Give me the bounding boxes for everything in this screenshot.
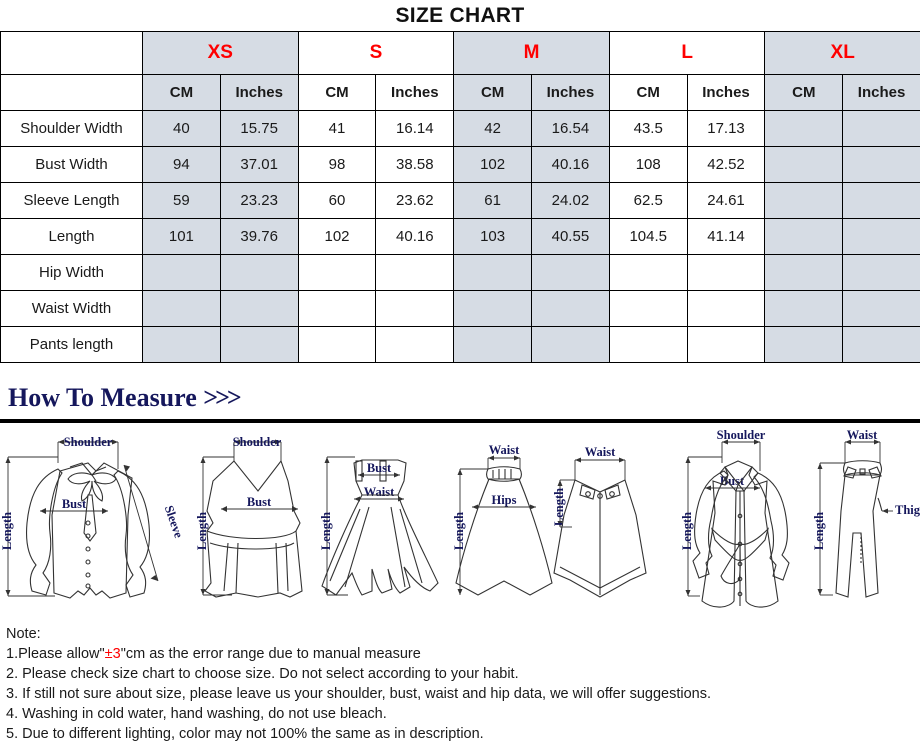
svg-text:Sleeve: Sleeve [162,504,186,540]
svg-text:Length: Length [0,512,14,550]
svg-text:Shoulder: Shoulder [64,435,113,449]
svg-text:Thigh: Thigh [895,503,920,517]
svg-text:Length: Length [452,512,466,550]
svg-text:Waist: Waist [847,428,878,442]
svg-text:Shoulder: Shoulder [717,428,766,442]
svg-text:Length: Length [680,512,694,550]
svg-text:Waist: Waist [585,445,616,459]
svg-text:Length: Length [319,512,333,550]
svg-text:Waist: Waist [489,443,520,457]
svg-text:Length: Length [812,512,826,550]
svg-text:Shoulder: Shoulder [233,435,282,449]
